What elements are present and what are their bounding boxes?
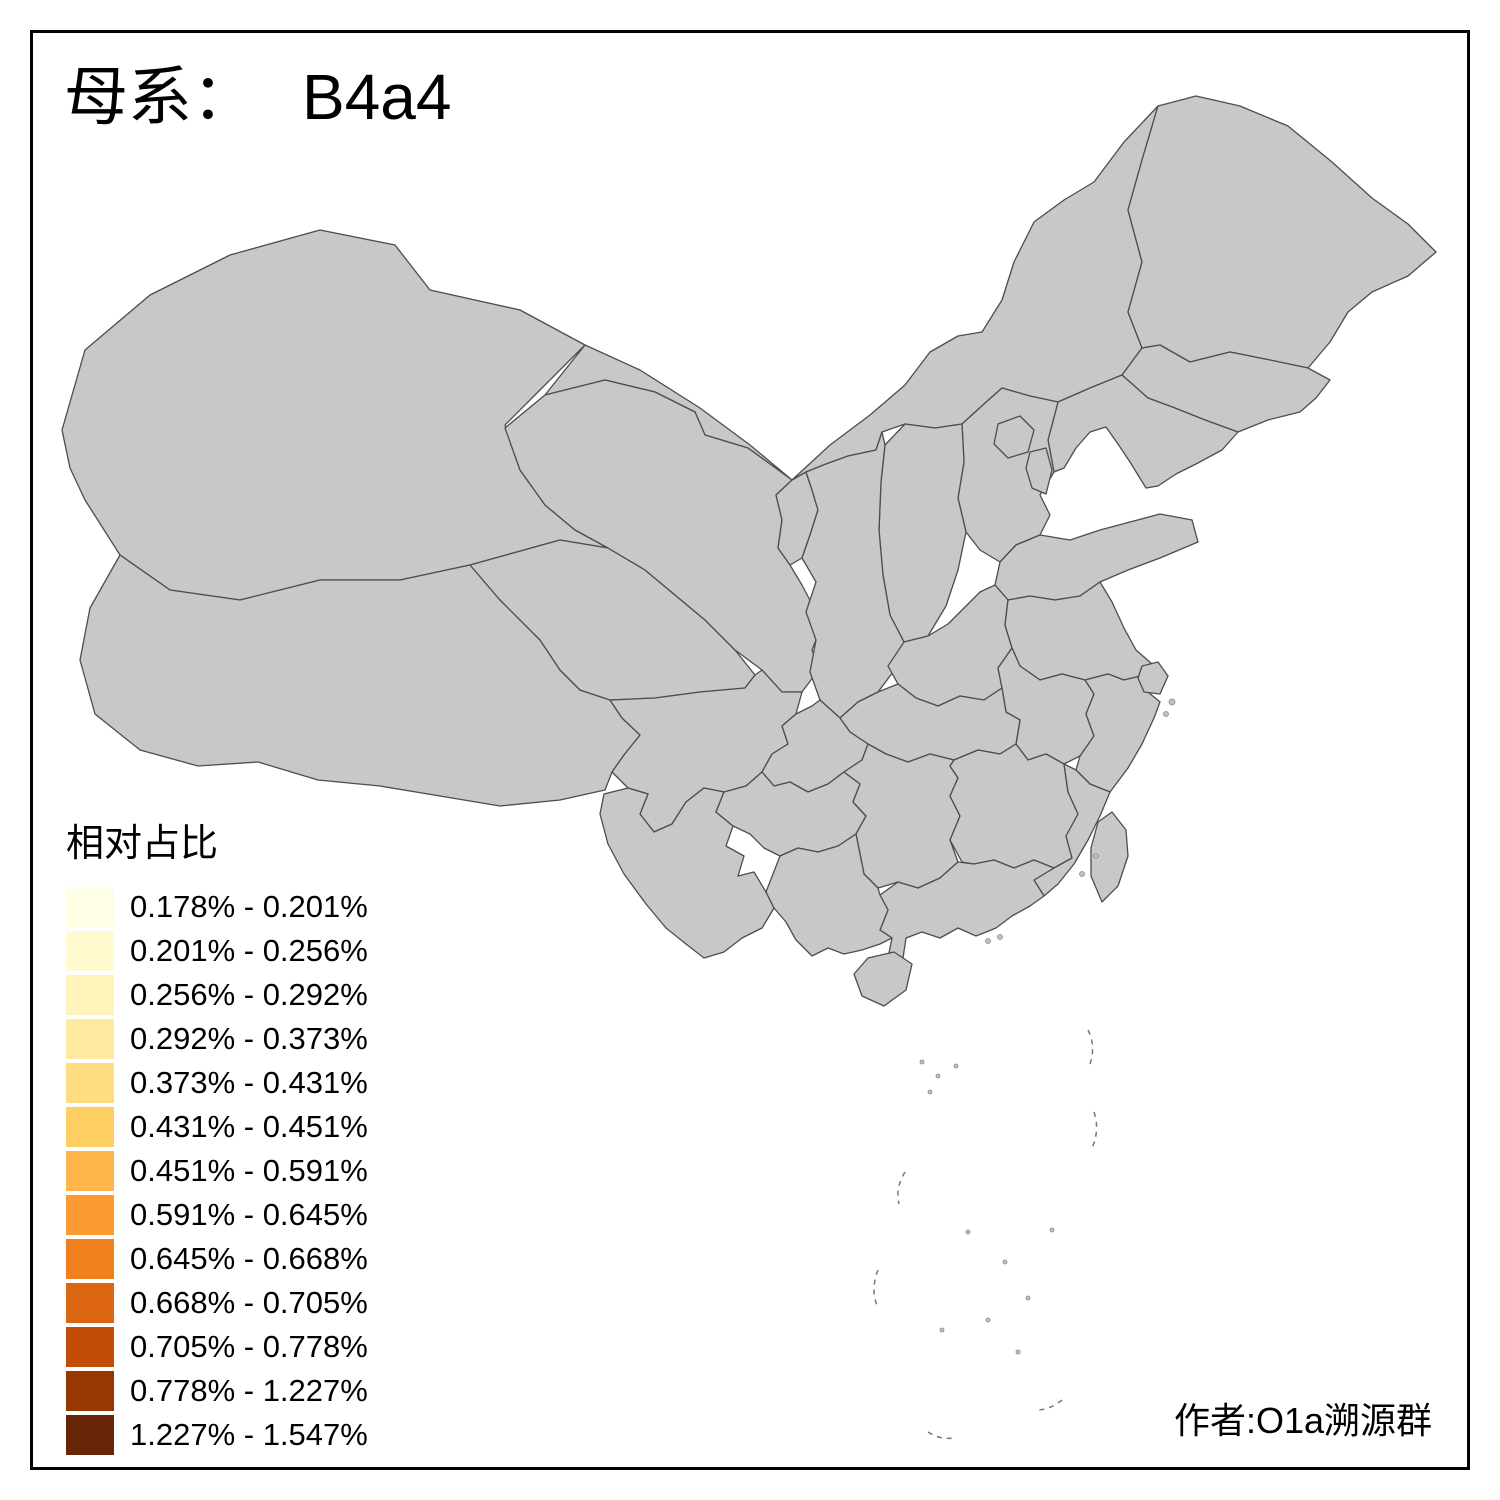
legend-swatch: [66, 1239, 114, 1279]
province-shanxi: [878, 423, 967, 643]
province-zhejiang: [1075, 673, 1161, 793]
legend-swatch: [66, 1063, 114, 1103]
legend-swatch: [66, 975, 114, 1015]
legend-swatch: [66, 1327, 114, 1367]
legend-row: 0.178% - 0.201%: [66, 887, 368, 927]
legend-row: 0.431% - 0.451%: [66, 1107, 368, 1147]
legend-row: 0.705% - 0.778%: [66, 1327, 368, 1367]
legend-label: 0.178% - 0.201%: [130, 889, 368, 924]
legend-label: 0.431% - 0.451%: [130, 1109, 368, 1144]
legend-row: 0.451% - 0.591%: [66, 1151, 368, 1191]
province-tianjin: [1025, 447, 1053, 495]
legend-title: 相对占比: [66, 823, 219, 865]
legend-row: 0.201% - 0.256%: [66, 931, 368, 971]
legend-label: 0.668% - 0.705%: [130, 1285, 368, 1320]
province-jiangxi: [949, 743, 1079, 869]
small-islands: [873, 698, 1176, 1440]
legend-row: 0.778% - 1.227%: [66, 1371, 368, 1411]
legend-row: 0.591% - 0.645%: [66, 1195, 368, 1235]
province-beijing: [993, 415, 1035, 459]
province-yunnan: [599, 787, 775, 959]
legend-swatch: [66, 1371, 114, 1411]
legend-swatch: [66, 1107, 114, 1147]
legend-swatch: [66, 1195, 114, 1235]
legend-label: 0.256% - 0.292%: [130, 977, 368, 1012]
legend-label: 0.645% - 0.668%: [130, 1241, 368, 1276]
title-prefix: 母系：: [64, 61, 256, 133]
legend-row: 0.645% - 0.668%: [66, 1239, 368, 1279]
legend-swatch: [66, 931, 114, 971]
legend-label: 0.451% - 0.591%: [130, 1153, 368, 1188]
legend-label: 0.591% - 0.645%: [130, 1197, 368, 1232]
province-heilongjiang: [1127, 95, 1437, 369]
province-shanghai: [1137, 661, 1169, 695]
title-haplogroup: B4a4: [302, 61, 452, 133]
province-guangdong: [879, 859, 1055, 973]
legend-label: 0.373% - 0.431%: [130, 1065, 368, 1100]
legend-label: 0.292% - 0.373%: [130, 1021, 368, 1056]
legend-label: 1.227% - 1.547%: [130, 1417, 368, 1452]
legend-swatch: [66, 1283, 114, 1323]
legend-row: 0.292% - 0.373%: [66, 1019, 368, 1059]
legend-row: 0.373% - 0.431%: [66, 1063, 368, 1103]
province-taiwan: [1090, 811, 1129, 903]
legend-label: 0.201% - 0.256%: [130, 933, 368, 968]
legend-swatch: [66, 1415, 114, 1455]
legend-row: 0.668% - 0.705%: [66, 1283, 368, 1323]
province-fujian: [1033, 763, 1111, 897]
legend-label: 0.705% - 0.778%: [130, 1329, 368, 1364]
legend-items: 0.178% - 0.201% 0.201% - 0.256% 0.256% - 0…: [66, 887, 368, 1455]
legend-row: 1.227% - 1.547%: [66, 1415, 368, 1455]
legend-row: 0.256% - 0.292%: [66, 975, 368, 1015]
legend-swatch: [66, 1019, 114, 1059]
legend: 相对占比 0.178% - 0.201% 0.201% - 0.256% 0.256…: [66, 812, 368, 1459]
province-guangxi: [765, 833, 893, 957]
province-hainan: [853, 951, 913, 1007]
author-credit: 作者:O1a溯源群: [1173, 1400, 1432, 1441]
legend-swatch: [66, 887, 114, 927]
page-title: 母系： B4a4: [64, 62, 451, 132]
province-jiangsu: [1004, 581, 1159, 681]
legend-swatch: [66, 1151, 114, 1191]
legend-label: 0.778% - 1.227%: [130, 1373, 368, 1408]
